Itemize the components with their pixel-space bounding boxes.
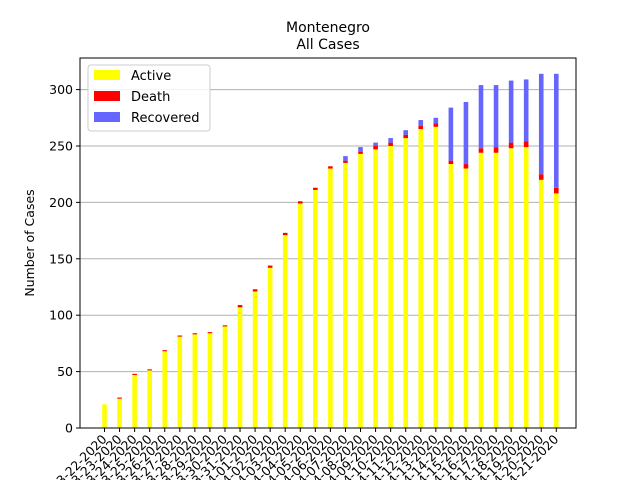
bar-death [554, 187, 559, 194]
bar-recovered [403, 130, 408, 135]
bar-death [448, 160, 454, 165]
bar-active [508, 148, 514, 428]
bar-active [102, 404, 107, 428]
y-tick-label: 150 [49, 251, 73, 266]
bar-death [328, 166, 333, 169]
bar-active [282, 235, 288, 428]
bars [102, 73, 559, 429]
bar-recovered [538, 73, 544, 175]
bar-active [328, 168, 333, 429]
bar-death [388, 142, 393, 146]
bar-active [297, 203, 303, 428]
bar-active [433, 126, 439, 428]
bar-death [177, 335, 183, 337]
bar-death [478, 148, 484, 153]
bar-death [252, 289, 258, 292]
legend: Active Death Recovered [87, 64, 211, 132]
chart-title: Montenegro [286, 20, 370, 36]
bar-death [343, 160, 348, 163]
bar-death [313, 187, 318, 190]
bar-recovered [358, 147, 363, 152]
y-tick-label: 300 [49, 82, 73, 97]
bar-recovered [388, 138, 393, 143]
bar-active [478, 152, 484, 428]
y-tick-label: 250 [49, 138, 73, 153]
bar-death [282, 232, 288, 236]
bar-active [388, 145, 393, 429]
bar-active [132, 374, 137, 428]
bar-active [222, 326, 228, 428]
bar-active [538, 179, 544, 428]
legend-label-active: Active [131, 69, 171, 84]
y-tick-label: 100 [49, 308, 73, 323]
y-tick-label: 200 [49, 195, 73, 210]
bar-active [237, 307, 243, 428]
bar-recovered [433, 117, 439, 124]
legend-swatch-active [94, 70, 120, 80]
bar-active [252, 291, 258, 428]
bar-recovered [554, 73, 559, 188]
bar-death [267, 265, 273, 268]
bar-recovered [493, 85, 499, 148]
y-tick-label: 50 [57, 364, 73, 379]
bar-death [418, 125, 424, 130]
bar-active [147, 370, 152, 428]
bar-death [222, 325, 228, 327]
bar-death [358, 151, 363, 154]
bar-death [147, 369, 152, 371]
bar-recovered [448, 107, 454, 161]
bar-active [448, 164, 454, 428]
bar-recovered [508, 80, 514, 143]
bar-death [493, 147, 499, 153]
bar-active [192, 334, 198, 428]
bar-active [358, 153, 363, 428]
bar-active [418, 129, 424, 428]
bar-active [403, 138, 408, 428]
bar-death [508, 142, 514, 149]
bar-death [132, 373, 137, 375]
bar-recovered [478, 85, 484, 149]
bar-active [313, 189, 318, 428]
bar-active [373, 149, 378, 428]
bar-active [523, 147, 529, 429]
bar-active [554, 193, 559, 428]
chart-subtitle: All Cases [296, 37, 359, 53]
y-axis-label: Number of Cases [22, 189, 37, 296]
bar-active [117, 398, 122, 428]
bar-active [343, 162, 348, 428]
bar-death [192, 333, 198, 335]
bar-death [433, 123, 439, 127]
bar-recovered [463, 101, 469, 165]
legend-swatch-death [94, 91, 120, 101]
bar-death [207, 332, 213, 334]
bar-death [523, 141, 529, 148]
bar-death [538, 174, 544, 180]
bar-active [177, 336, 183, 428]
bar-death [403, 134, 408, 139]
bar-death [117, 397, 122, 399]
y-axis: 0 50 100 150 200 250 300 [49, 82, 80, 436]
bar-active [493, 152, 499, 428]
bar-death [373, 145, 378, 150]
bar-active [267, 267, 273, 428]
bar-recovered [373, 142, 378, 146]
bar-active [207, 333, 213, 428]
bar-death [237, 305, 243, 308]
bar-recovered [343, 156, 348, 161]
legend-label-death: Death [131, 90, 170, 105]
bar-death [297, 201, 303, 204]
bar-death [463, 164, 469, 169]
bar-active [463, 168, 469, 429]
legend-label-recovered: Recovered [131, 111, 200, 126]
x-axis: 3-22-20203-23-20203-24-20203-25-20203-26… [53, 428, 561, 480]
y-tick-label: 0 [65, 421, 73, 436]
plot-frame [79, 57, 577, 429]
bar-recovered [523, 79, 529, 142]
bar-active [162, 351, 168, 428]
legend-swatch-recovered [94, 112, 120, 122]
bar-recovered [418, 120, 424, 126]
bar-death [162, 350, 168, 352]
